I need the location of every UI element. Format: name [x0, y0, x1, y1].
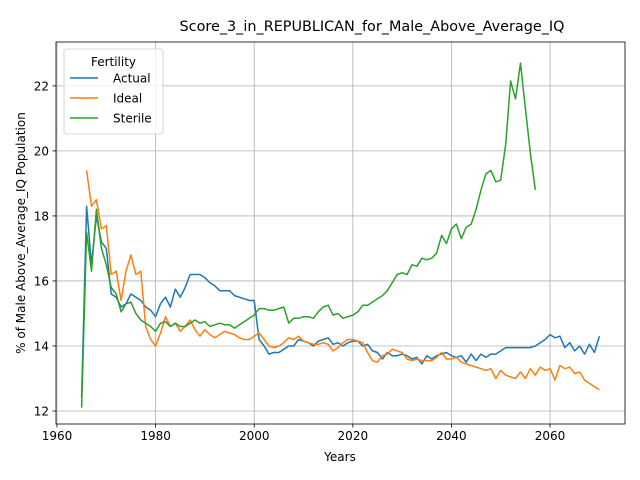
x-tick-label: 2000	[239, 429, 270, 443]
x-tick-label: 1960	[42, 429, 73, 443]
legend-label-actual: Actual	[113, 72, 151, 86]
chart-title: Score_3_in_REPUBLICAN_for_Male_Above_Ave…	[180, 19, 565, 35]
y-axis: 12 14 16 18 20 22	[34, 79, 56, 418]
legend-title: Fertility	[91, 55, 136, 69]
y-tick-label: 12	[34, 404, 49, 418]
y-tick-label: 14	[34, 339, 49, 353]
series-line-sterile	[80, 62, 537, 408]
x-tick-label: 2060	[535, 429, 566, 443]
y-axis-label: % of Male Above_Average_IQ Population	[14, 112, 28, 354]
y-tick-label: 22	[34, 79, 49, 93]
legend-label-ideal: Ideal	[113, 92, 142, 106]
plot-frame	[55, 41, 626, 425]
legend-label-sterile: Sterile	[113, 112, 152, 126]
x-tick-label: 2040	[436, 429, 467, 443]
series-layer	[80, 62, 601, 408]
x-axis-label: Years	[323, 450, 356, 464]
y-tick-label: 16	[34, 274, 49, 288]
y-tick-label: 20	[34, 144, 49, 158]
x-tick-label: 2020	[338, 429, 369, 443]
y-tick-label: 18	[34, 209, 49, 223]
legend: Fertility Actual Ideal Sterile	[63, 48, 164, 135]
x-tick-label: 1980	[140, 429, 171, 443]
legend-box	[63, 48, 164, 135]
x-axis: 1960 1980 2000 2020 2040 2060	[42, 424, 566, 443]
